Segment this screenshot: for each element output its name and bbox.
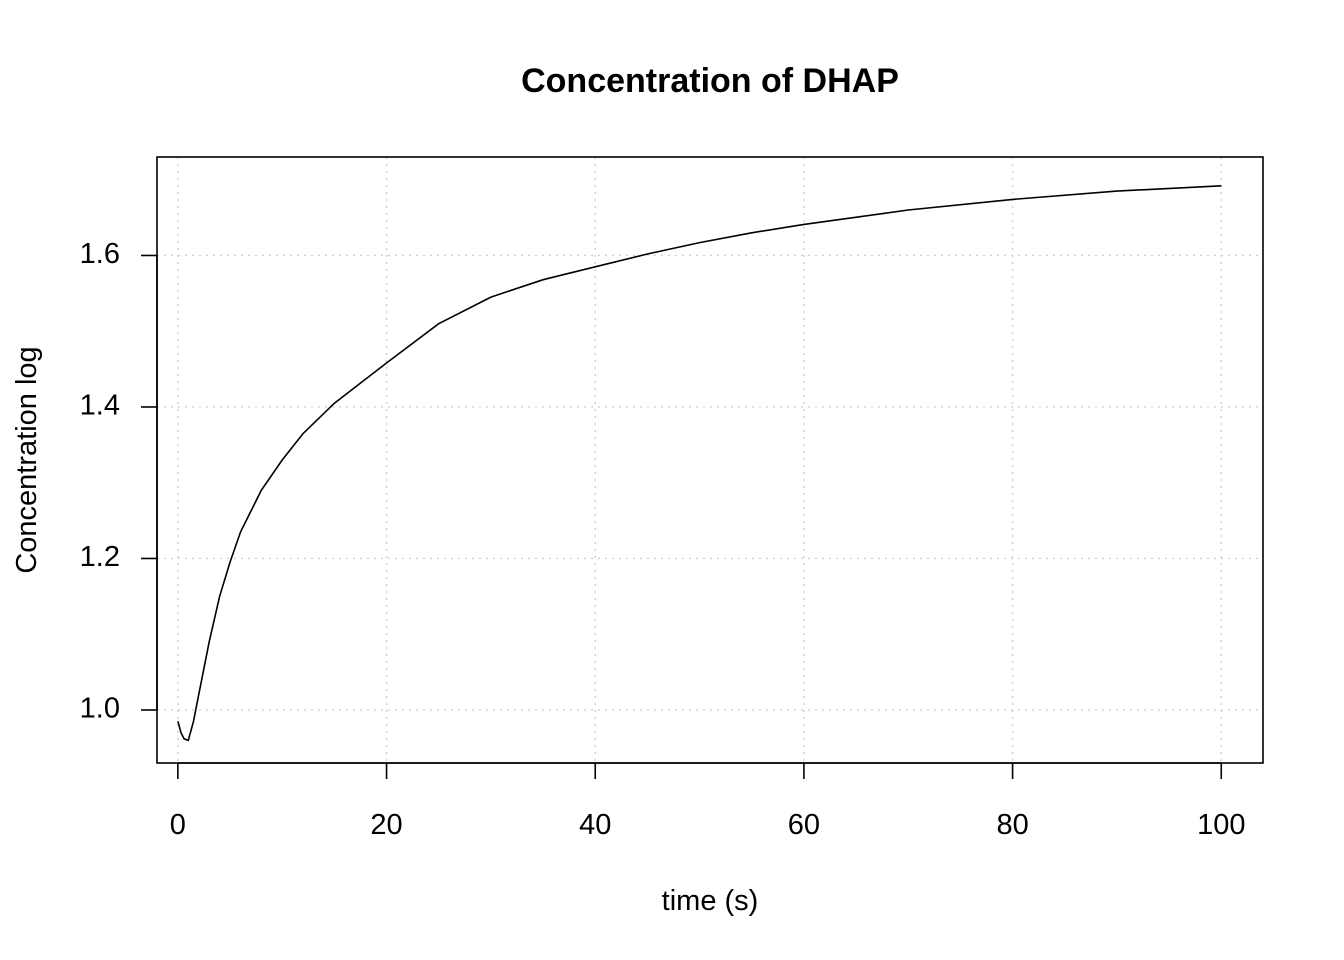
chart-title: Concentration of DHAP [521,62,899,100]
grid [157,157,1263,763]
x-tick-label: 100 [1197,809,1245,841]
y-axis-label: Concentration log [11,346,43,573]
y-axis: 1.0 1.2 1.4 1.6 [80,238,158,725]
plot-frame [156,156,1264,764]
x-tick-label: 60 [788,809,820,841]
series-layer [177,185,1222,742]
x-tick-label: 0 [170,809,186,841]
x-tick-label: 80 [996,809,1028,841]
y-tick-label: 1.6 [80,238,120,270]
series-line [177,185,1222,742]
x-axis: 0 20 40 60 80 100 [170,762,1245,841]
y-tick-label: 1.4 [80,390,120,422]
x-axis-label: time (s) [662,885,759,917]
x-tick-label: 20 [370,809,402,841]
y-tick-label: 1.2 [80,541,120,573]
y-tick-label: 1.0 [80,693,120,725]
x-tick-label: 40 [579,809,611,841]
